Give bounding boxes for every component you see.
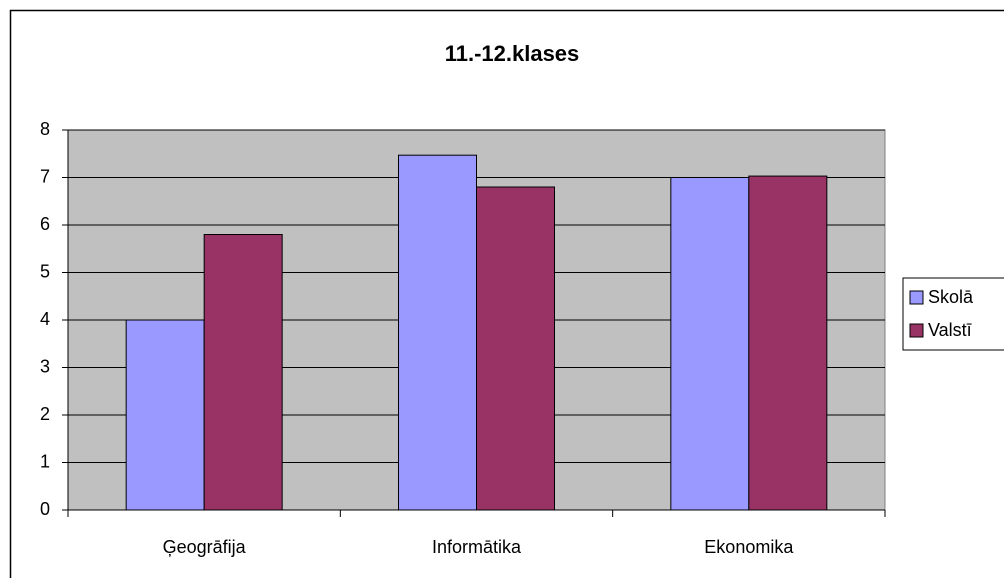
x-tick-label: Ģeogrāfija	[163, 537, 247, 557]
y-tick-label: 3	[40, 356, 50, 376]
y-tick-label: 6	[40, 214, 50, 234]
bar	[125, 319, 205, 511]
bar	[476, 186, 555, 511]
y-tick-label: 4	[40, 309, 50, 329]
bar	[398, 154, 477, 511]
legend-label: Skolā	[928, 287, 974, 307]
x-tick-label: Ekonomika	[704, 537, 794, 557]
x-tick-label: Informātika	[432, 537, 522, 557]
y-tick-label: 1	[40, 451, 50, 471]
legend-swatch	[909, 290, 924, 305]
y-tick-label: 7	[40, 166, 50, 186]
y-tick-label: 8	[40, 119, 50, 139]
bar	[748, 175, 828, 511]
chart-title: 11.-12.klases	[445, 41, 580, 66]
legend-label: Valstī	[928, 320, 972, 340]
y-tick-label: 5	[40, 261, 50, 281]
legend-box	[902, 277, 1004, 351]
y-tick-label: 0	[40, 499, 50, 519]
legend-swatch	[909, 323, 924, 338]
bar	[203, 234, 283, 511]
bar	[670, 177, 750, 511]
y-tick-label: 2	[40, 404, 50, 424]
